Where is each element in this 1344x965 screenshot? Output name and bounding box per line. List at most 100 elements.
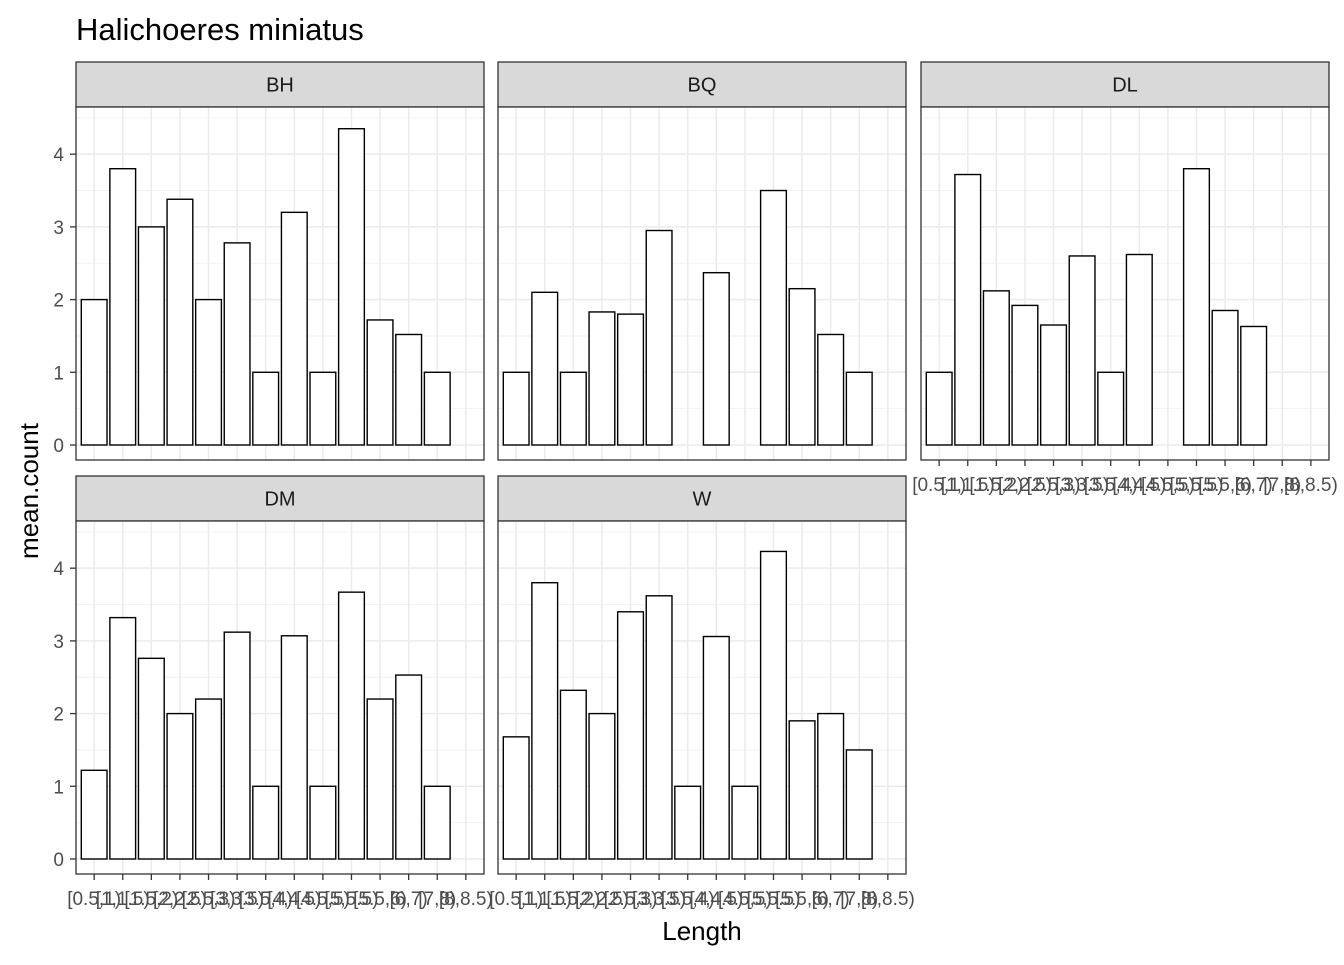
panel-border xyxy=(497,520,907,875)
x-tick-label: [3,3.5) xyxy=(210,889,264,910)
x-tick-label: [5.5,6) xyxy=(353,889,407,910)
bar-w-5 xyxy=(645,595,673,860)
y-tick-label: 0 xyxy=(53,436,64,457)
facet-panel-dl: DL [0.5,1)[1,1.5)[1.5,2)[2,2.5)[2.5,3)[3,… xyxy=(912,61,1338,496)
x-tick-label: [1,1.5) xyxy=(941,475,995,496)
bar-w-0 xyxy=(502,736,530,860)
bar-bh-6 xyxy=(252,371,280,446)
x-tick-label: [3.5,4) xyxy=(1084,475,1138,496)
bar-bq-0 xyxy=(502,371,530,446)
bar-w-9 xyxy=(759,550,788,860)
x-tick-label: [5,5.5) xyxy=(747,889,801,910)
bar-bh-4 xyxy=(194,298,223,446)
facet-strip xyxy=(920,61,1330,108)
x-tick-label: [2,2.5) xyxy=(998,475,1052,496)
bar-bq-4 xyxy=(616,313,645,446)
y-axis-label: mean.count xyxy=(14,422,44,559)
bar-w-2 xyxy=(559,689,587,860)
bar-w-6 xyxy=(674,785,702,860)
panel-border xyxy=(75,106,485,461)
facet-strip-label: W xyxy=(693,489,712,511)
bar-dl-10 xyxy=(1211,309,1239,446)
bar-bh-3 xyxy=(166,198,194,446)
x-tick-label: [5.5,6) xyxy=(1198,475,1252,496)
y-tick-label: 2 xyxy=(53,291,64,312)
x-tick-label: [1.5,2) xyxy=(124,889,178,910)
bar-bq-11 xyxy=(817,333,845,446)
x-tick-label: [0.5,1) xyxy=(67,889,121,910)
x-tick-label: [2,2.5) xyxy=(153,889,207,910)
facet-panel-bh: BH 0 1 2 3 4 xyxy=(53,61,485,461)
bar-dl-4 xyxy=(1039,324,1068,446)
x-tick-label: [1,1.5) xyxy=(518,889,572,910)
bar-bq-9 xyxy=(759,189,788,446)
y-tick-label: 1 xyxy=(53,777,64,798)
bar-dl-11 xyxy=(1240,325,1268,446)
bar-dl-5 xyxy=(1068,255,1096,446)
y-tick-label: 4 xyxy=(53,145,64,166)
bar-w-4 xyxy=(616,611,645,860)
x-tick-label: [5.5,6) xyxy=(775,889,829,910)
bar-bh-2 xyxy=(137,226,165,446)
y-tick-label: 4 xyxy=(53,559,64,580)
bar-w-1 xyxy=(531,582,559,860)
bar-bh-7 xyxy=(280,211,308,446)
panel-background xyxy=(498,521,906,874)
bar-dl-6 xyxy=(1097,371,1125,446)
facet-panel-bq: BQ xyxy=(497,61,907,461)
bar-bq-3 xyxy=(588,311,616,446)
x-tick-label: [0.5,1) xyxy=(489,889,543,910)
bar-w-7 xyxy=(702,635,730,860)
bar-dm-12 xyxy=(423,785,451,860)
bar-dm-2 xyxy=(137,657,165,860)
panel-border xyxy=(920,106,1330,461)
x-tick-label: [8,8.5) xyxy=(1284,475,1338,496)
x-tick-label: [5,5.5) xyxy=(1170,475,1224,496)
bar-bq-2 xyxy=(559,371,587,446)
bar-dm-10 xyxy=(366,698,394,860)
x-tick-label: [7,8) xyxy=(418,889,456,910)
x-tick-label: [2.5,3) xyxy=(604,889,658,910)
y-tick-label: 3 xyxy=(53,632,64,653)
bar-dl-1 xyxy=(954,173,982,446)
panel-border xyxy=(497,106,907,461)
x-tick-label: [7,8) xyxy=(840,889,878,910)
bar-bh-9 xyxy=(337,128,366,446)
facet-strip-label: BH xyxy=(266,75,294,97)
bar-bh-1 xyxy=(109,168,137,446)
facet-strip-label: BQ xyxy=(688,75,717,97)
panel-background xyxy=(921,107,1329,460)
bar-bh-8 xyxy=(309,371,337,446)
facet-strip xyxy=(497,475,907,522)
bar-bq-7 xyxy=(702,271,730,446)
facet-strip xyxy=(75,61,485,108)
bar-bq-1 xyxy=(531,291,559,446)
x-tick-label: [2.5,3) xyxy=(182,889,236,910)
y-tick-label: 3 xyxy=(53,218,64,239)
bar-w-11 xyxy=(817,712,845,860)
x-tick-label: [8,8.5) xyxy=(861,889,915,910)
facet-strip xyxy=(497,61,907,108)
bar-w-12 xyxy=(845,749,873,860)
facet-strip-label: DM xyxy=(264,489,295,511)
bar-dl-9 xyxy=(1182,168,1211,446)
bar-dm-9 xyxy=(337,591,366,860)
bar-w-3 xyxy=(588,712,616,860)
bar-bq-12 xyxy=(845,371,873,446)
x-tick-label: [4.5,5) xyxy=(296,889,350,910)
bar-bh-5 xyxy=(223,242,251,446)
x-tick-label: [2.5,3) xyxy=(1027,475,1081,496)
bar-bh-12 xyxy=(423,371,451,446)
x-axis-label: Length xyxy=(662,916,742,946)
panel-background xyxy=(498,107,906,460)
x-tick-label: [4.5,5) xyxy=(1141,475,1195,496)
bar-dm-1 xyxy=(109,616,137,860)
x-tick-label: [3,3.5) xyxy=(632,889,686,910)
x-tick-label: [3.5,4) xyxy=(661,889,715,910)
bar-bh-10 xyxy=(366,319,394,446)
bar-dm-3 xyxy=(166,712,194,860)
y-tick-label: 2 xyxy=(53,705,64,726)
x-tick-label: [6,7) xyxy=(1235,475,1273,496)
